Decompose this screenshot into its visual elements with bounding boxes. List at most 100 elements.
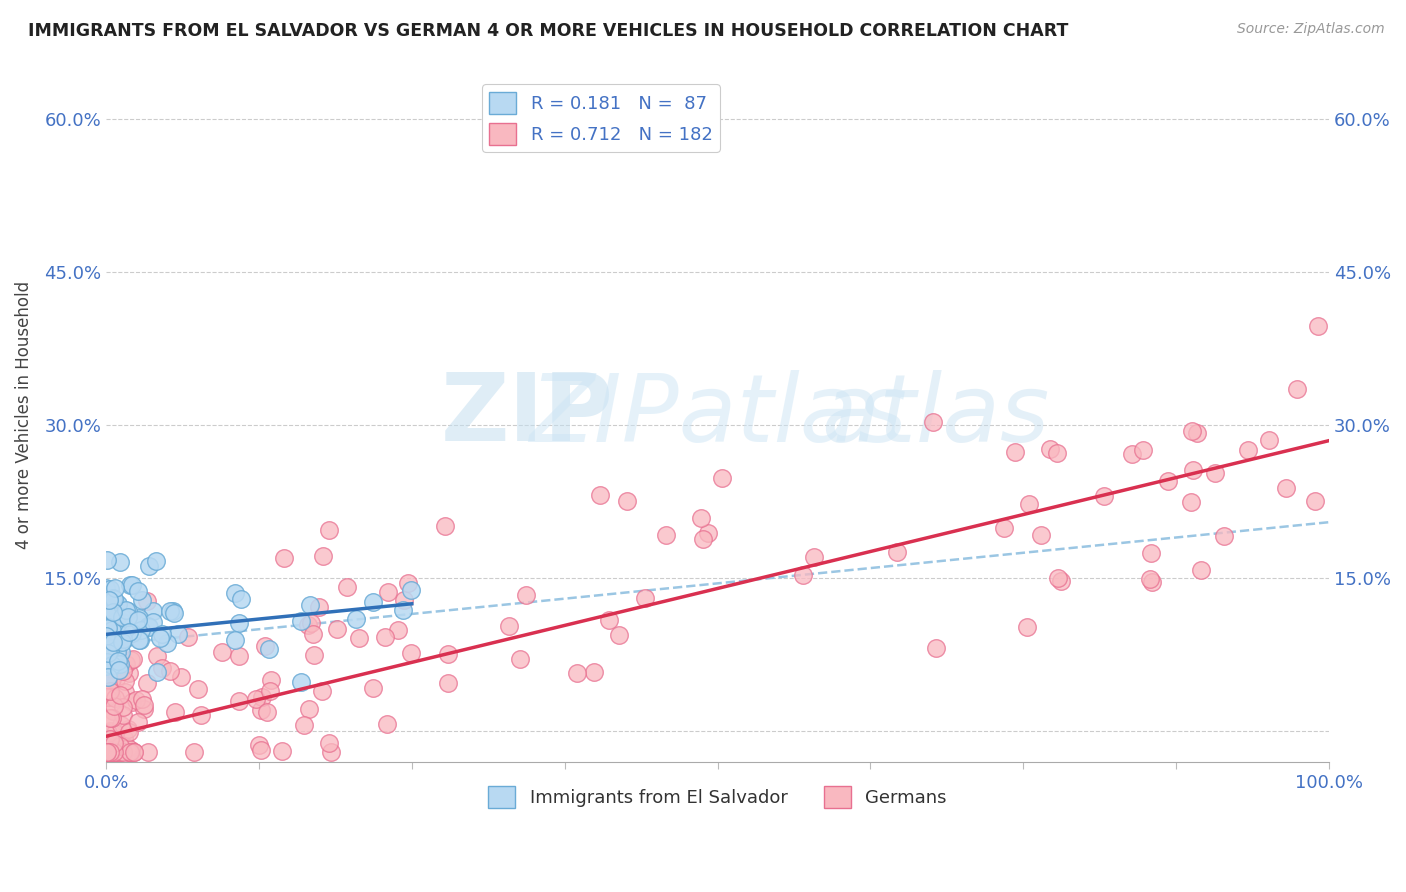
Point <box>437 648 460 662</box>
Point <box>259 684 281 698</box>
Point <box>128 633 150 648</box>
Point <box>1157 475 1180 489</box>
Point <box>377 717 399 731</box>
Point <box>108 555 131 569</box>
Point <box>1139 572 1161 586</box>
Point <box>105 732 128 747</box>
Point <box>114 684 136 698</box>
Point <box>697 526 720 541</box>
Point <box>120 653 142 667</box>
Point <box>565 665 588 680</box>
Point <box>121 625 143 640</box>
Point <box>98 745 121 759</box>
Point <box>150 627 173 641</box>
Point <box>97 592 120 607</box>
Point <box>1046 446 1069 460</box>
Point <box>437 676 460 690</box>
Point <box>301 626 323 640</box>
Point <box>399 582 422 597</box>
Point <box>122 745 145 759</box>
Point <box>108 648 131 663</box>
Point <box>100 658 122 673</box>
Point <box>224 586 246 600</box>
Point <box>245 692 267 706</box>
Point <box>1204 466 1226 480</box>
Point <box>105 613 128 627</box>
Point <box>1237 443 1260 458</box>
Point <box>1142 574 1164 589</box>
Point <box>224 632 246 647</box>
Point <box>146 665 169 679</box>
Point <box>299 615 322 630</box>
Point <box>128 611 150 625</box>
Point <box>111 610 134 624</box>
Point <box>1181 463 1204 477</box>
Point <box>163 607 186 621</box>
Point <box>98 745 121 759</box>
Point <box>125 692 148 706</box>
Legend: Immigrants from El Salvador, Germans: Immigrants from El Salvador, Germans <box>481 779 955 815</box>
Point <box>103 736 125 750</box>
Point <box>100 662 122 676</box>
Point <box>250 690 273 704</box>
Point <box>101 704 124 718</box>
Point <box>616 493 638 508</box>
Point <box>318 523 340 537</box>
Point <box>118 578 141 592</box>
Point <box>131 623 153 637</box>
Point <box>290 615 312 629</box>
Point <box>304 648 326 662</box>
Point <box>103 698 125 713</box>
Point <box>117 741 139 756</box>
Point <box>228 648 250 663</box>
Point <box>163 705 186 719</box>
Point <box>101 623 124 637</box>
Point <box>121 652 143 666</box>
Point <box>396 575 419 590</box>
Point <box>792 567 814 582</box>
Point <box>1004 445 1026 459</box>
Point <box>1180 495 1202 509</box>
Text: Source: ZipAtlas.com: Source: ZipAtlas.com <box>1237 22 1385 37</box>
Point <box>96 658 118 673</box>
Point <box>170 670 193 684</box>
Point <box>392 602 415 616</box>
Point <box>145 554 167 568</box>
Point <box>98 723 121 738</box>
Point <box>105 645 128 659</box>
Point <box>103 592 125 607</box>
Point <box>100 711 122 725</box>
Point <box>326 622 349 636</box>
Point <box>96 690 118 705</box>
Point <box>117 609 139 624</box>
Point <box>692 532 714 546</box>
Point <box>298 702 321 716</box>
Point <box>98 745 121 759</box>
Point <box>104 745 127 759</box>
Point <box>112 731 135 746</box>
Point <box>110 718 132 732</box>
Point <box>131 692 153 706</box>
Point <box>105 740 128 755</box>
Point <box>111 615 134 630</box>
Point <box>260 673 283 687</box>
Point <box>142 615 165 629</box>
Point <box>114 673 136 688</box>
Point <box>1038 442 1060 456</box>
Point <box>103 605 125 619</box>
Point <box>655 528 678 542</box>
Point <box>104 745 127 759</box>
Point <box>118 625 141 640</box>
Point <box>156 636 179 650</box>
Point <box>1047 570 1070 584</box>
Point <box>105 615 128 629</box>
Point <box>127 715 149 730</box>
Point <box>96 745 118 759</box>
Point <box>138 558 160 573</box>
Point <box>127 584 149 599</box>
Point <box>152 661 174 675</box>
Point <box>103 745 125 759</box>
Point <box>256 705 278 719</box>
Point <box>96 653 118 667</box>
Point <box>128 632 150 647</box>
